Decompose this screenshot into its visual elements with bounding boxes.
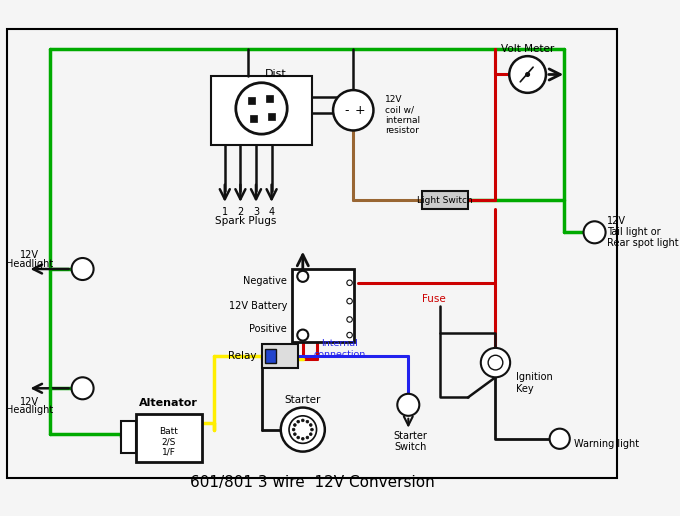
Text: Rear spot light: Rear spot light — [607, 238, 679, 248]
Text: Light Switch: Light Switch — [417, 196, 473, 205]
Text: +: + — [354, 104, 365, 117]
Circle shape — [347, 280, 352, 285]
Circle shape — [294, 433, 296, 436]
Circle shape — [292, 428, 295, 431]
Bar — [262, 344, 299, 368]
Circle shape — [71, 258, 94, 280]
Text: Altenator: Altenator — [139, 398, 199, 408]
Circle shape — [333, 90, 373, 131]
Circle shape — [509, 56, 546, 93]
Text: 12V
coil w/
internal
resistor: 12V coil w/ internal resistor — [386, 95, 420, 135]
Text: 12V: 12V — [20, 397, 39, 407]
Text: Fuse: Fuse — [422, 294, 446, 304]
Circle shape — [309, 424, 312, 426]
Circle shape — [301, 419, 304, 422]
Text: Headlight: Headlight — [5, 405, 53, 415]
Text: Internal
connection: Internal connection — [313, 339, 366, 359]
Text: Positive: Positive — [250, 324, 287, 334]
Circle shape — [583, 221, 606, 244]
Circle shape — [306, 420, 309, 423]
Circle shape — [526, 73, 530, 76]
Text: -: - — [345, 104, 349, 117]
Circle shape — [347, 298, 352, 304]
Circle shape — [294, 424, 296, 426]
Bar — [136, 414, 202, 462]
Bar — [266, 95, 273, 102]
Circle shape — [397, 394, 420, 416]
Text: Starter: Starter — [285, 395, 321, 405]
Bar — [211, 76, 312, 145]
Circle shape — [488, 355, 503, 370]
Circle shape — [301, 438, 304, 440]
Text: Tail light or: Tail light or — [607, 228, 661, 237]
Circle shape — [281, 408, 325, 452]
Text: Relay: Relay — [228, 351, 257, 361]
Text: Spark Plugs: Spark Plugs — [215, 216, 277, 227]
Circle shape — [297, 436, 300, 439]
Text: 2: 2 — [237, 207, 243, 217]
Circle shape — [481, 348, 510, 377]
Text: Warning light: Warning light — [575, 439, 639, 449]
Text: Headlight: Headlight — [5, 259, 53, 268]
Circle shape — [311, 428, 313, 431]
Circle shape — [309, 433, 312, 436]
Text: Starter
Switch: Starter Switch — [393, 431, 427, 453]
Text: 12V: 12V — [607, 216, 626, 227]
Bar — [121, 422, 136, 454]
Circle shape — [549, 429, 570, 449]
Circle shape — [297, 420, 300, 423]
Circle shape — [289, 416, 317, 443]
Circle shape — [297, 271, 308, 282]
Bar — [248, 96, 255, 104]
Bar — [250, 115, 257, 122]
Circle shape — [71, 377, 94, 399]
Circle shape — [306, 436, 309, 439]
Text: 1: 1 — [222, 207, 228, 217]
Text: 3: 3 — [253, 207, 259, 217]
Circle shape — [347, 332, 352, 338]
Bar — [292, 269, 354, 343]
Text: Dist: Dist — [265, 69, 286, 78]
Bar — [422, 191, 468, 209]
Text: Ignition
Key: Ignition Key — [515, 372, 552, 394]
Text: 12V: 12V — [20, 250, 39, 260]
Text: 601/801 3 wire  12V Conversion: 601/801 3 wire 12V Conversion — [190, 475, 435, 490]
Circle shape — [236, 83, 287, 134]
Bar — [268, 113, 275, 120]
Text: 12V Battery: 12V Battery — [228, 301, 287, 311]
Text: Negative: Negative — [243, 276, 287, 286]
Text: Volt Meter: Volt Meter — [501, 44, 554, 54]
Circle shape — [347, 317, 352, 322]
Text: Batt
2/S
1/F: Batt 2/S 1/F — [159, 427, 178, 457]
Circle shape — [297, 330, 308, 341]
Text: 4: 4 — [269, 207, 275, 217]
Bar — [265, 349, 276, 363]
